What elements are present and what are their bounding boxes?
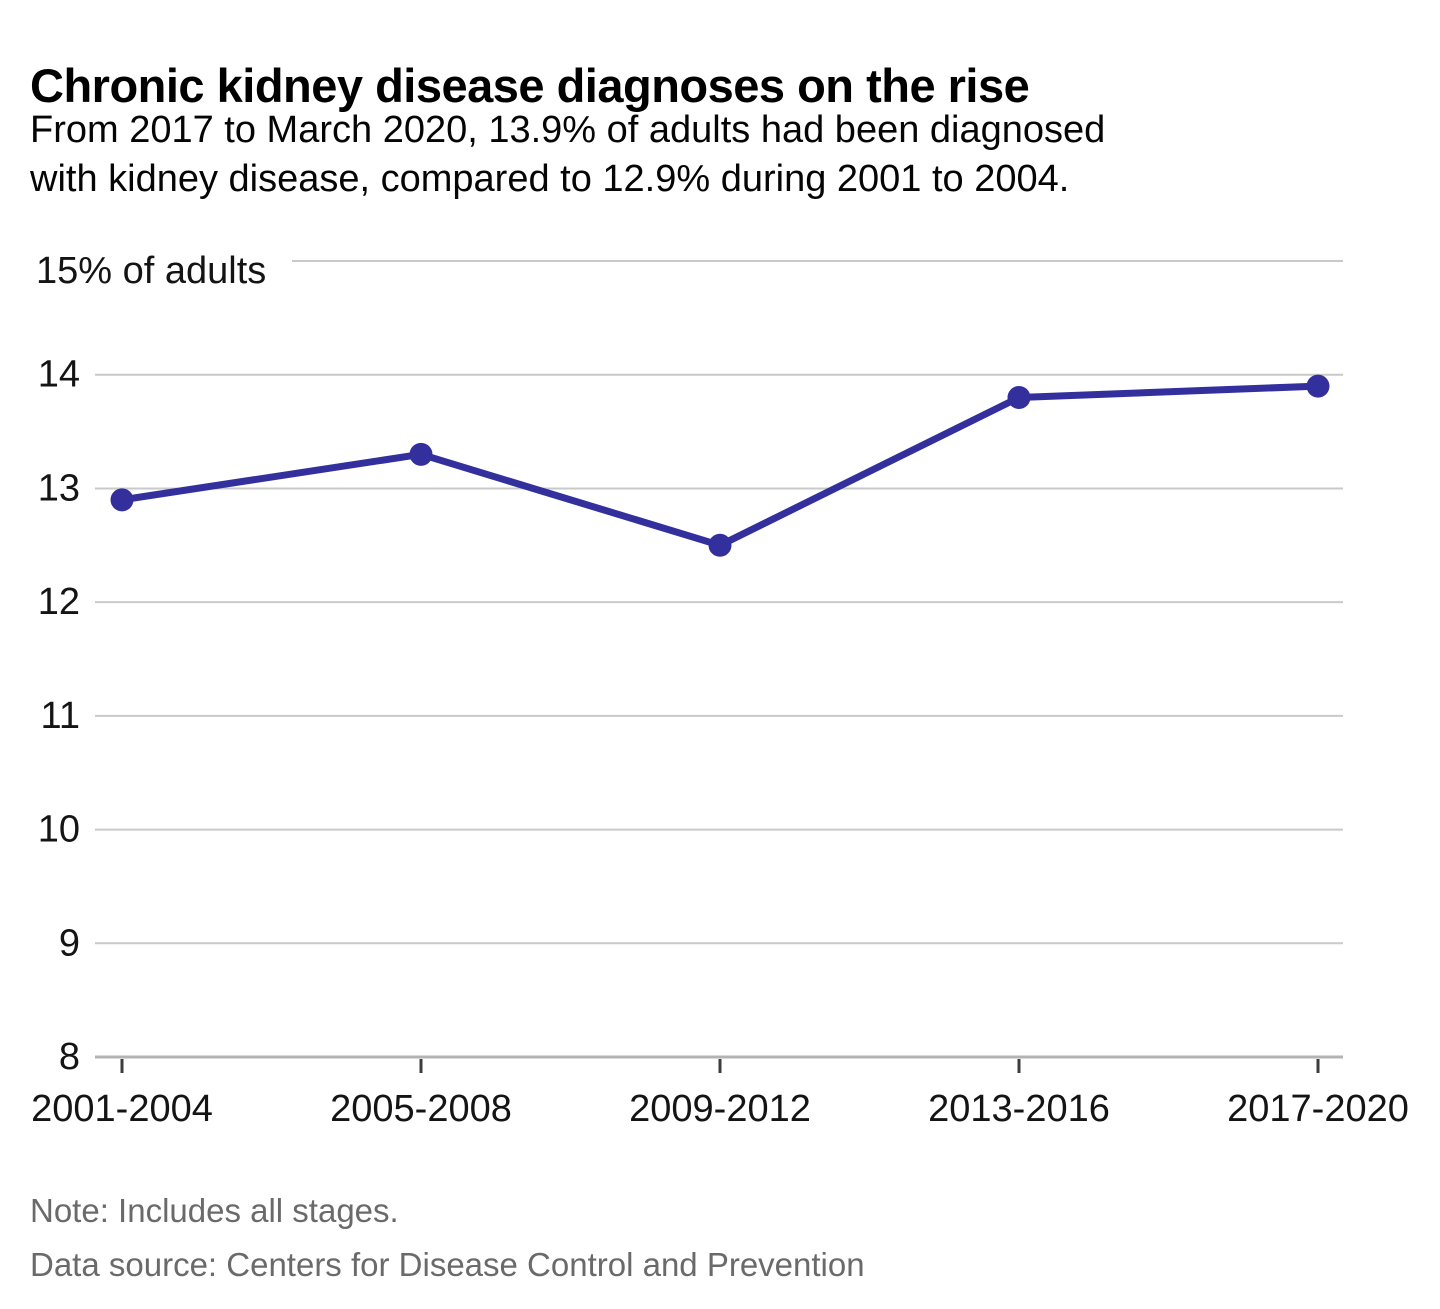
line-chart: 8 9 10 11 12 13 14 15% of adults 2001-2004 2005-2…: [31, 250, 1409, 1130]
y-tick-label: 9: [59, 922, 80, 964]
y-tick-label: 10: [38, 809, 80, 851]
y-tick-label: 13: [38, 467, 80, 509]
y-tick-label: 14: [38, 354, 80, 396]
data-point: [110, 488, 134, 512]
data-line: [118, 382, 1322, 549]
data-point: [1306, 374, 1330, 398]
chart-note: Note: Includes all stages.: [30, 1192, 399, 1229]
x-tick-label: 2005-2008: [330, 1088, 512, 1130]
x-tick-label: 2017-2020: [1227, 1088, 1409, 1130]
data-point: [708, 533, 732, 557]
y-axis-top-label: 15% of adults: [36, 250, 266, 292]
y-tick-label: 11: [41, 695, 80, 737]
x-tick-label: 2013-2016: [928, 1088, 1110, 1130]
x-tick-label: 2009-2012: [629, 1088, 811, 1130]
chart-title: Chronic kidney disease diagnoses on the …: [30, 59, 1030, 113]
chart-subtitle-line-2: with kidney disease, compared to 12.9% d…: [30, 158, 1070, 200]
chart-subtitle-line-1: From 2017 to March 2020, 13.9% of adults…: [30, 109, 1106, 151]
y-tick-label: 8: [59, 1036, 80, 1078]
y-tick-label: 12: [38, 581, 80, 623]
chart-data-source: Data source: Centers for Disease Control…: [30, 1246, 865, 1283]
data-point: [409, 442, 433, 466]
chart-subtitle: From 2017 to March 2020, 13.9% of adults…: [30, 106, 1420, 204]
data-point: [1007, 385, 1031, 409]
x-tick-label: 2001-2004: [31, 1088, 213, 1130]
